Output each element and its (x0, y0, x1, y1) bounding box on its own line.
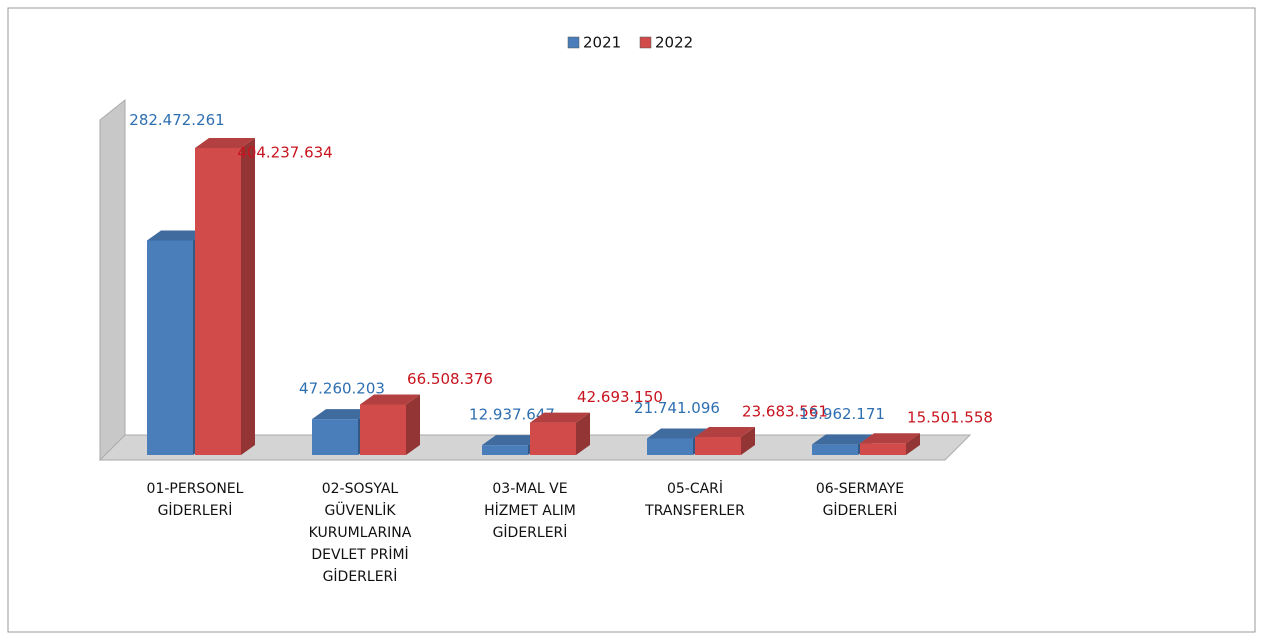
x-tick-label: 06-SERMAYE GİDERLERİ (815, 481, 905, 519)
bar-front (312, 419, 358, 455)
data-label: 15.501.558 (907, 409, 993, 427)
bar (195, 138, 255, 455)
legend-swatch (567, 36, 580, 49)
x-tick-label: 05-CARİ TRANSFERLER (645, 481, 745, 519)
bar (530, 412, 590, 455)
bar (695, 427, 755, 455)
x-tick-label: 02-SOSYAL GÜVENLİK KURUMLARINA DEVLET PR… (308, 481, 412, 585)
data-label: 21.741.096 (634, 399, 720, 417)
category-text: 03-MAL VE HİZMET ALIM GİDERLERİ (484, 481, 576, 541)
bar-top (482, 435, 542, 446)
legend-swatch (639, 36, 652, 49)
x-tick-label: 03-MAL VE HİZMET ALIM GİDERLERİ (484, 481, 576, 541)
bar-side (906, 433, 920, 455)
category-text: 01-PERSONEL GİDERLERİ (146, 481, 244, 519)
bar-front (195, 148, 241, 455)
bar-top (312, 409, 372, 420)
bar-top (147, 230, 207, 241)
data-label: 23.683.561 (742, 403, 828, 421)
bar-top (860, 433, 920, 444)
bar-top (695, 427, 755, 438)
back-wall (99, 98, 126, 462)
category-text: 06-SERMAYE GİDERLERİ (815, 481, 905, 519)
bar-front (812, 444, 858, 455)
bar-front (360, 404, 406, 455)
data-label: 282.472.261 (129, 111, 224, 129)
bar-top (530, 412, 590, 423)
bar-top (195, 138, 255, 148)
bar (360, 394, 420, 455)
bar-front (482, 445, 528, 455)
bar-top (812, 434, 872, 445)
bar-side (741, 427, 755, 455)
data-label: 404.237.634 (237, 144, 332, 162)
data-label: 47.260.203 (299, 380, 385, 398)
data-label: 42.693.150 (577, 388, 663, 406)
bar-top (360, 394, 420, 405)
data-label: 66.508.376 (407, 370, 493, 388)
bar-side (576, 412, 590, 455)
bar-top (647, 428, 707, 439)
bar-front (647, 438, 693, 455)
category-text: 02-SOSYAL GÜVENLİK KURUMLARINA DEVLET PR… (308, 481, 412, 585)
x-tick-label: 01-PERSONEL GİDERLERİ (146, 481, 244, 519)
bar-side (241, 138, 255, 455)
bar-front (530, 422, 576, 455)
bar-front (695, 437, 741, 455)
data-label: 12.937.647 (469, 406, 555, 424)
bar (860, 433, 920, 455)
data-label: 13.962.171 (799, 405, 885, 423)
legend-label: 2022 (655, 34, 693, 52)
bar-front (147, 240, 193, 455)
legend-label: 2021 (583, 34, 621, 52)
bar-front (860, 443, 906, 455)
bar-side (406, 394, 420, 455)
category-text: 05-CARİ TRANSFERLER (645, 481, 745, 519)
